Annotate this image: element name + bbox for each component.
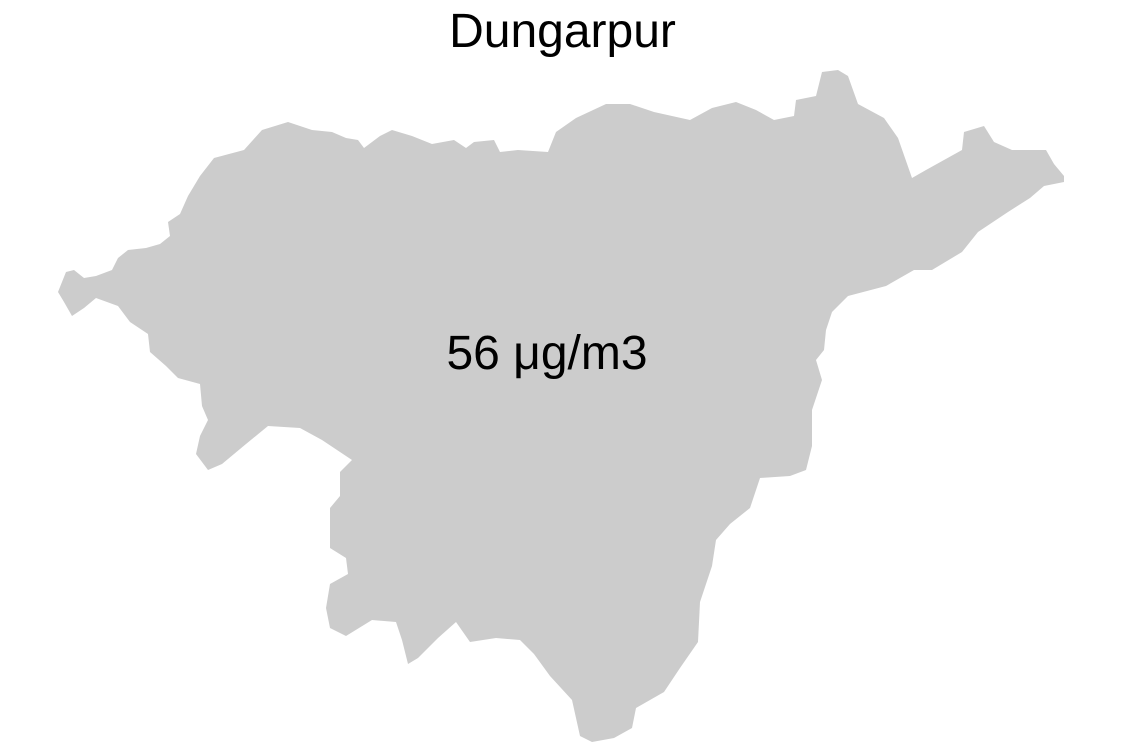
map-title: Dungarpur xyxy=(449,5,676,58)
pm-value-label: 56 μg/m3 xyxy=(446,327,648,380)
district-shape-dungarpur[interactable] xyxy=(58,70,1064,742)
